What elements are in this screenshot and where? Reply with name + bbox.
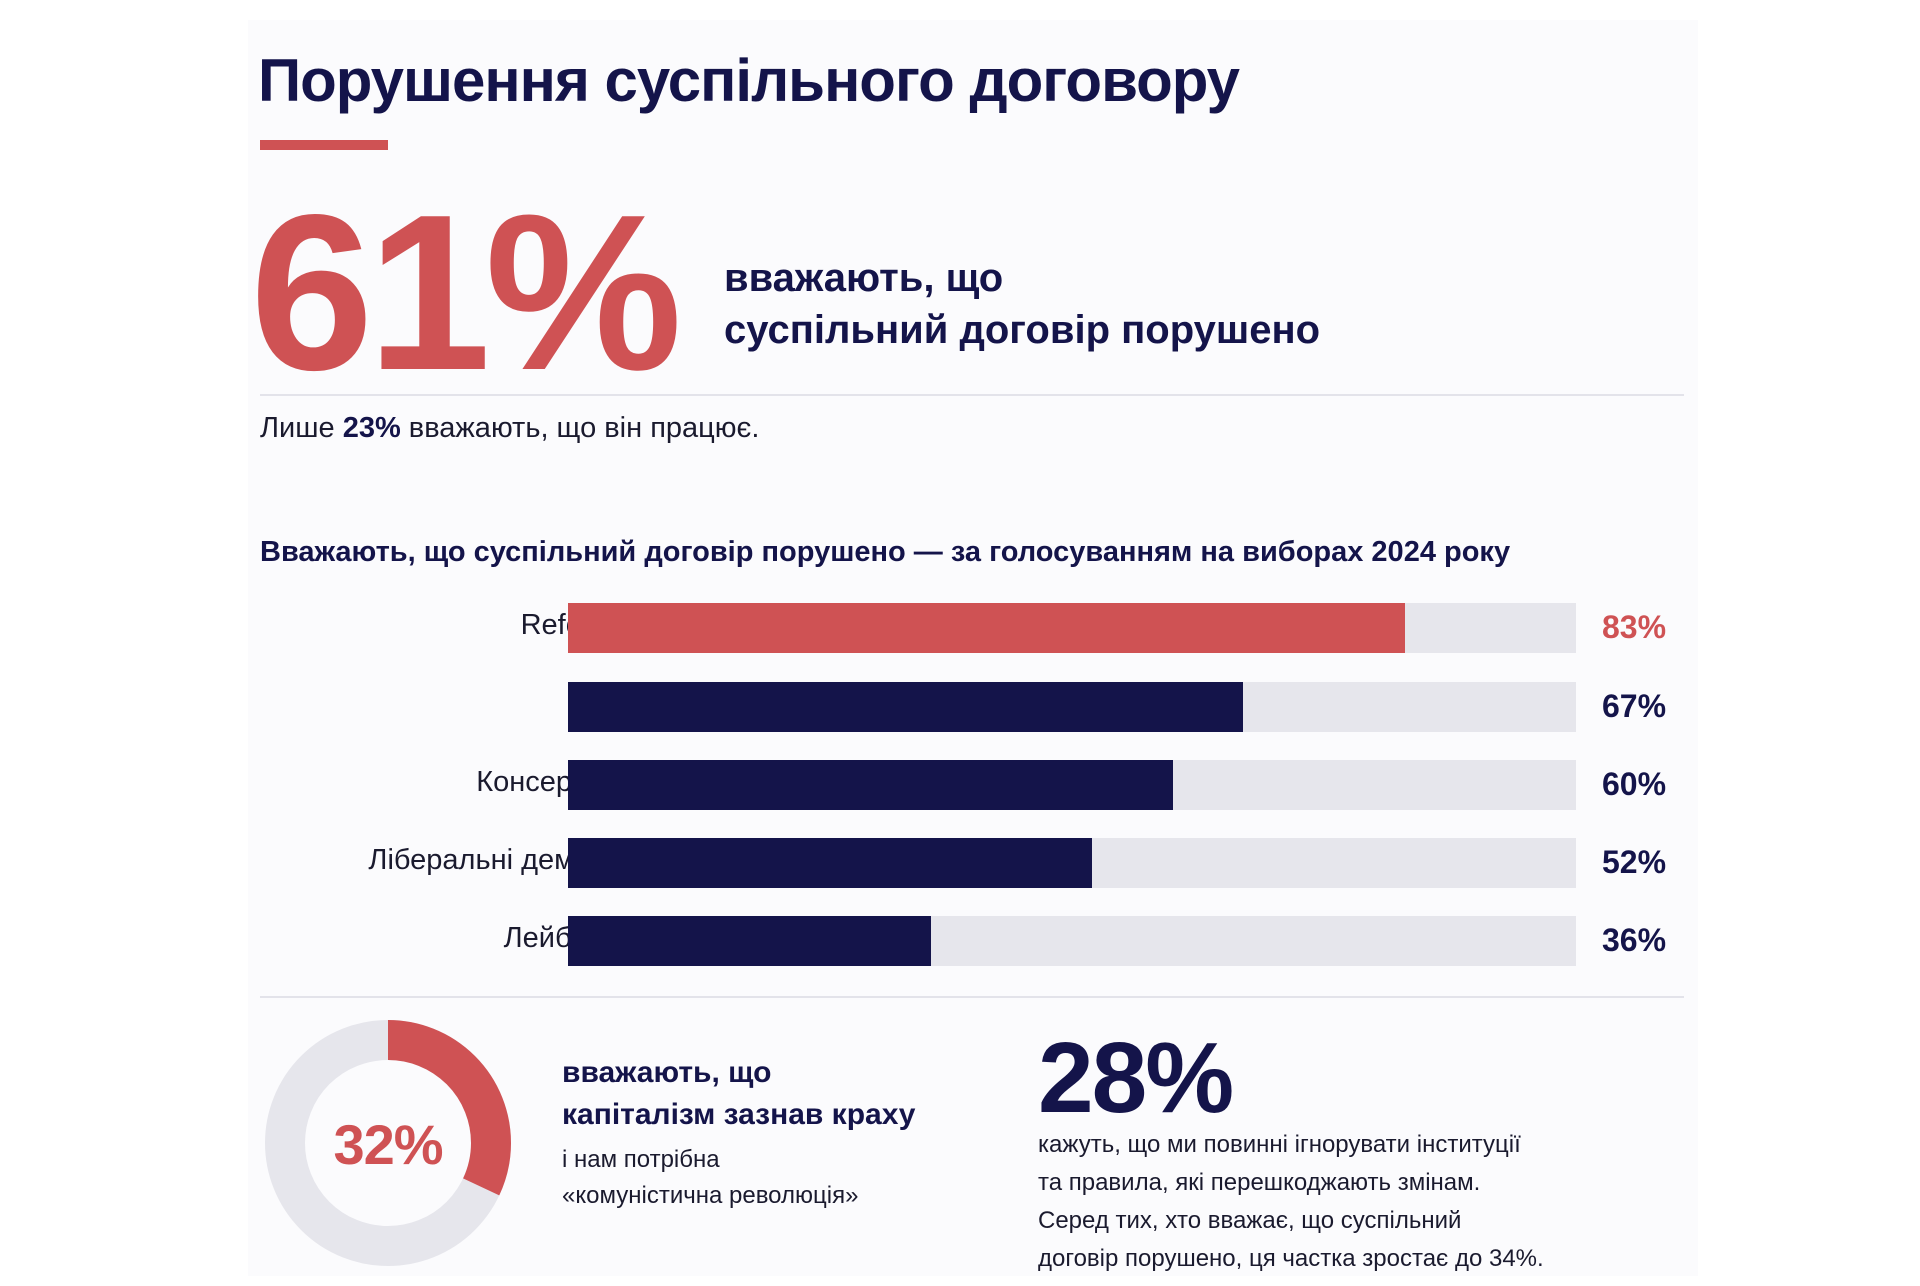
sub-note-suffix: вважають, що він працює. — [408, 412, 760, 444]
bar-value-label: 83% — [1602, 609, 1667, 645]
bar — [568, 916, 931, 966]
secondary-stat-text-line3: Серед тих, хто вважає, що суспільний — [1038, 1207, 1462, 1234]
sub-note-value: 23% — [342, 412, 401, 444]
secondary-stat-text-line2: та правила, які перешкоджають змінам. — [1038, 1169, 1481, 1196]
bar-track — [568, 916, 1576, 966]
bar — [568, 838, 1093, 888]
headline-stat-caption-line2: суспільний договір порушено — [724, 308, 1321, 352]
donut-caption-bold: вважають, що капіталізм зазнав краху — [562, 1052, 1022, 1136]
secondary-stat-value: 28% — [1038, 1022, 1234, 1134]
bar-track — [568, 603, 1576, 653]
headline-stat-caption-line1: вважають, що — [724, 256, 1004, 300]
bar-value-label: 67% — [1602, 688, 1667, 724]
section-divider — [260, 394, 1684, 396]
secondary-stat-text: кажуть, що ми повинні ігнорувати інститу… — [1038, 1126, 1658, 1278]
page-title: Порушення суспільного договору — [258, 47, 1240, 114]
donut-caption-line2: «комуністична революція» — [562, 1182, 859, 1209]
donut-caption-bold-line1: вважають, що — [562, 1056, 772, 1089]
bar-track — [568, 760, 1576, 810]
donut-caption-bold-line2: капіталізм зазнав краху — [562, 1098, 916, 1131]
donut-caption: і нам потрібна «комуністична революція» — [562, 1142, 1022, 1214]
bar-value-label: 60% — [1602, 766, 1667, 802]
bar-track — [568, 682, 1576, 732]
bar — [568, 603, 1405, 653]
headline-stat-value: 61% — [250, 169, 682, 417]
bar-value-label: 36% — [1602, 922, 1667, 958]
chart-title: Вважають, що суспільний договір порушено… — [260, 536, 1511, 568]
section-divider — [260, 996, 1684, 998]
bar-value-label: 52% — [1602, 844, 1667, 880]
donut-chart — [265, 1020, 511, 1266]
secondary-stat-text-line4: договір порушено, ця частка зростає до 3… — [1038, 1245, 1544, 1272]
sub-note: Лише 23% вважають, що він працює. — [260, 412, 759, 445]
secondary-stat-text-line1: кажуть, що ми повинні ігнорувати інститу… — [1038, 1131, 1521, 1158]
donut-caption-line1: і нам потрібна — [562, 1146, 720, 1173]
bar-track — [568, 838, 1576, 888]
sub-note-prefix: Лише — [260, 412, 335, 444]
infographic: Порушення суспільного договору 61% вважа… — [248, 20, 1698, 1276]
title-underline — [260, 140, 388, 150]
donut-value-arc — [265, 1020, 511, 1266]
bar — [568, 682, 1244, 732]
bar-chart: Reform UK83%Зелені67%Консерватори60%Лібе… — [248, 20, 1698, 1276]
bar — [568, 760, 1173, 810]
headline-stat-caption: вважають, що суспільний договір порушено — [724, 252, 1344, 356]
donut-stat-label: 32% — [333, 1113, 443, 1176]
